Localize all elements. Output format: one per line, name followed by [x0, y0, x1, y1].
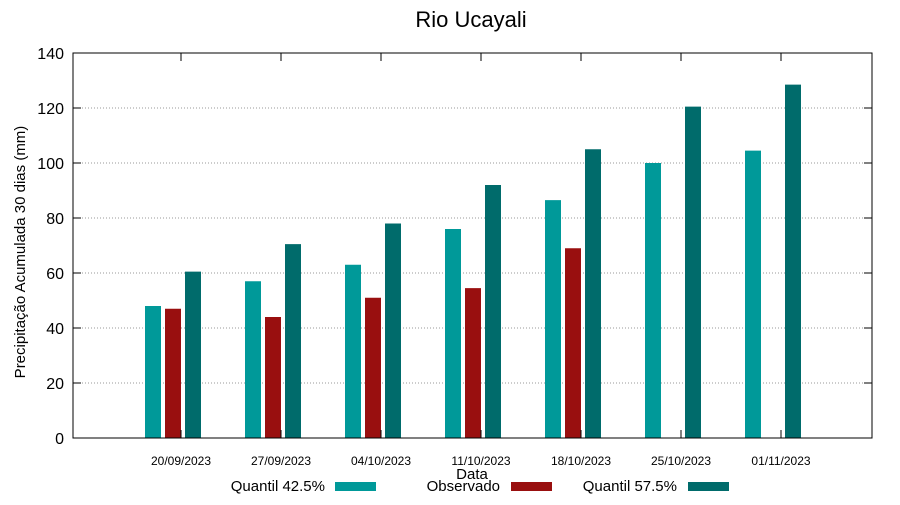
y-tick-label: 80: [46, 211, 64, 228]
x-tick-label: 18/10/2023: [551, 454, 611, 468]
y-tick-label: 40: [46, 321, 64, 338]
bar-quantil-57-5-3: [485, 185, 501, 438]
plot-frame: [72, 52, 873, 439]
bar-observado-3: [465, 288, 481, 438]
x-tick-label: 27/09/2023: [251, 454, 311, 468]
bar-quantil-57-5-4: [585, 149, 601, 438]
bar-observado-4: [565, 248, 581, 438]
bar-observado-2: [365, 297, 381, 438]
bar-observado-0: [165, 308, 181, 438]
bar-quantil-57-5-2: [385, 223, 401, 438]
bar-quantil-57-5-0: [185, 271, 201, 438]
y-tick-label: 60: [46, 266, 64, 283]
x-tick-label: 20/09/2023: [151, 454, 211, 468]
y-tick-label: 120: [37, 101, 64, 118]
bar-quantil-57-5-1: [285, 244, 301, 438]
chart-title: Rio Ucayali: [415, 7, 526, 32]
legend-swatch: [688, 482, 729, 491]
legend-label: Observado: [427, 478, 500, 495]
legend-label: Quantil 57.5%: [583, 478, 677, 495]
bar-quantil-42-5-0: [145, 306, 161, 438]
bar-quantil-42-5-6: [745, 150, 761, 438]
y-tick-label: 100: [37, 156, 64, 173]
y-tick-labels: 0 20 40 60 80 100 120 140: [37, 46, 64, 448]
bars: [145, 84, 801, 438]
bar-quantil-42-5-4: [545, 200, 561, 438]
y-tick-label: 0: [55, 431, 64, 448]
bar-quantil-42-5-5: [645, 163, 661, 438]
legend-swatch: [335, 482, 376, 491]
x-tick-label: 01/11/2023: [751, 454, 810, 468]
x-tick-label: 11/10/2023: [451, 454, 510, 468]
y-tick-label: 20: [46, 376, 64, 393]
bar-observado-1: [265, 317, 281, 438]
x-axis-label: Data: [456, 466, 488, 483]
bar-quantil-57-5-5: [685, 106, 701, 438]
x-tick-labels: 20/09/2023 27/09/2023 04/10/2023 11/10/2023…: [151, 454, 811, 468]
x-tick-label: 04/10/2023: [351, 454, 411, 468]
y-tick-label: 140: [37, 46, 64, 63]
legend-label: Quantil 42.5%: [231, 478, 325, 495]
bar-quantil-57-5-6: [785, 84, 801, 438]
axis-ticks: [73, 52, 872, 439]
bar-quantil-42-5-1: [245, 281, 261, 438]
bar-quantil-42-5-2: [345, 264, 361, 438]
x-tick-label: 25/10/2023: [651, 454, 711, 468]
y-axis-label: Precipitação Acumulada 30 dias (mm): [12, 126, 29, 379]
bar-quantil-42-5-3: [445, 229, 461, 438]
legend-swatch: [511, 482, 552, 491]
legend: Quantil 42.5% Observado Quantil 57.5%: [231, 478, 729, 495]
